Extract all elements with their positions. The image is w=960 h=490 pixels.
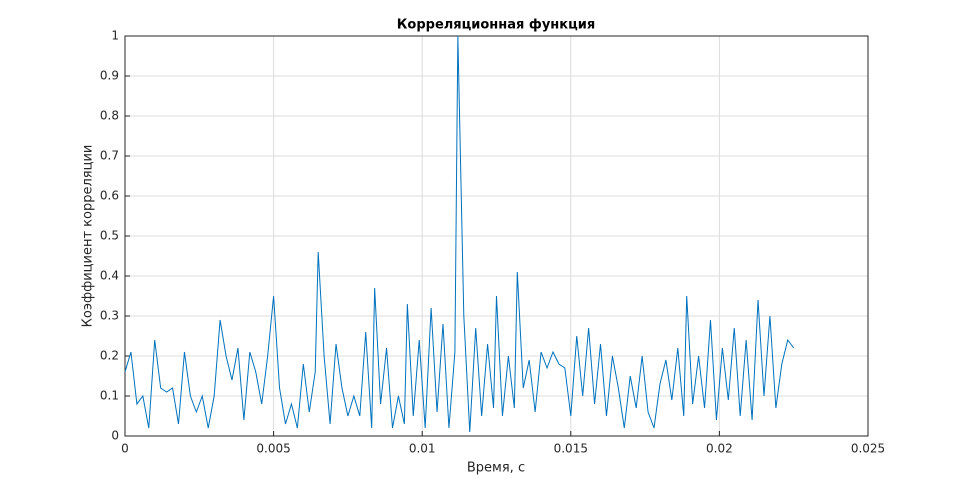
data-line: [124, 35, 795, 433]
y-tick-label: 0.1: [100, 389, 119, 403]
y-axis-label: Коэффициент корреляции: [81, 145, 96, 328]
y-tick-label: 0.9: [100, 69, 119, 83]
x-tick-label: 0: [121, 442, 129, 456]
x-tick-label: 0.025: [851, 442, 885, 456]
y-tick-label: 0.5: [100, 229, 119, 243]
plot-box: [124, 35, 869, 437]
y-tick-label: 0.6: [100, 189, 119, 203]
x-tick-label: 0.005: [256, 442, 290, 456]
chart-title: Корреляционная функция: [397, 18, 595, 33]
y-tick-label: 0: [111, 429, 119, 443]
y-tick-label: 0.3: [100, 309, 119, 323]
y-tick-label: 1: [111, 29, 119, 43]
y-tick-label: 0.7: [100, 149, 119, 163]
y-tick-label: 0.8: [100, 109, 119, 123]
y-tick-label: 0.4: [100, 269, 119, 283]
x-axis-label: Время, с: [467, 461, 525, 476]
y-tick-label: 0.2: [100, 349, 119, 363]
x-tick-label: 0.01: [409, 442, 436, 456]
x-tick-label: 0.02: [706, 442, 733, 456]
x-tick-label: 0.015: [554, 442, 588, 456]
